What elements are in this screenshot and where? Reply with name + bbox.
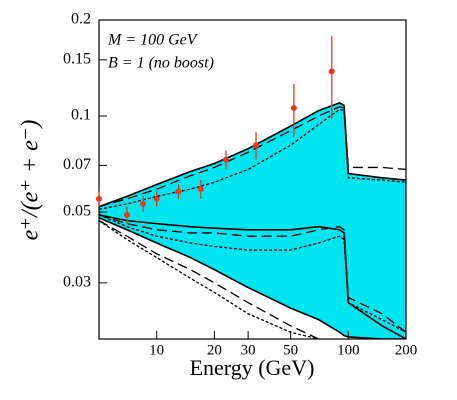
x-axis-label: Energy (GeV): [190, 355, 315, 380]
plot-frame: [98, 19, 407, 340]
data-point: [124, 211, 131, 218]
x-tick-label: 50: [283, 342, 298, 358]
x-tick-label: 200: [395, 342, 418, 358]
annotation: B = 1 (no boost): [108, 55, 214, 72]
y-tick-label: 0.05: [63, 203, 91, 220]
plot-area: [99, 101, 406, 339]
y-tick-label: 0.2: [71, 11, 91, 28]
y-tick-label: 0.15: [63, 51, 91, 68]
band: [99, 102, 406, 339]
x-tick-label: 10: [149, 342, 164, 358]
annotation: M = 100 GeV: [107, 32, 199, 49]
y-tick-label: 0.03: [63, 273, 91, 290]
data-point: [290, 104, 297, 111]
curve: [99, 220, 319, 339]
data-point: [96, 195, 102, 202]
data-point: [175, 188, 182, 195]
x-tick-label: 100: [337, 342, 360, 358]
x-tick-label: 20: [207, 342, 222, 358]
curve: [99, 220, 319, 339]
data-point: [197, 186, 204, 193]
curve: [99, 105, 406, 208]
data-point: [328, 68, 335, 75]
data-point: [223, 156, 230, 163]
x-tick-label: 30: [241, 342, 256, 358]
data-point: [153, 195, 160, 202]
curve: [99, 108, 406, 210]
y-tick-label: 0.07: [63, 156, 91, 173]
y-tick-label: 0.1: [71, 107, 91, 124]
data-point: [253, 142, 260, 149]
data-point: [140, 200, 147, 207]
y-axis-label: e⁺/(e⁺ + e⁻): [18, 120, 44, 241]
curve: [99, 214, 406, 333]
